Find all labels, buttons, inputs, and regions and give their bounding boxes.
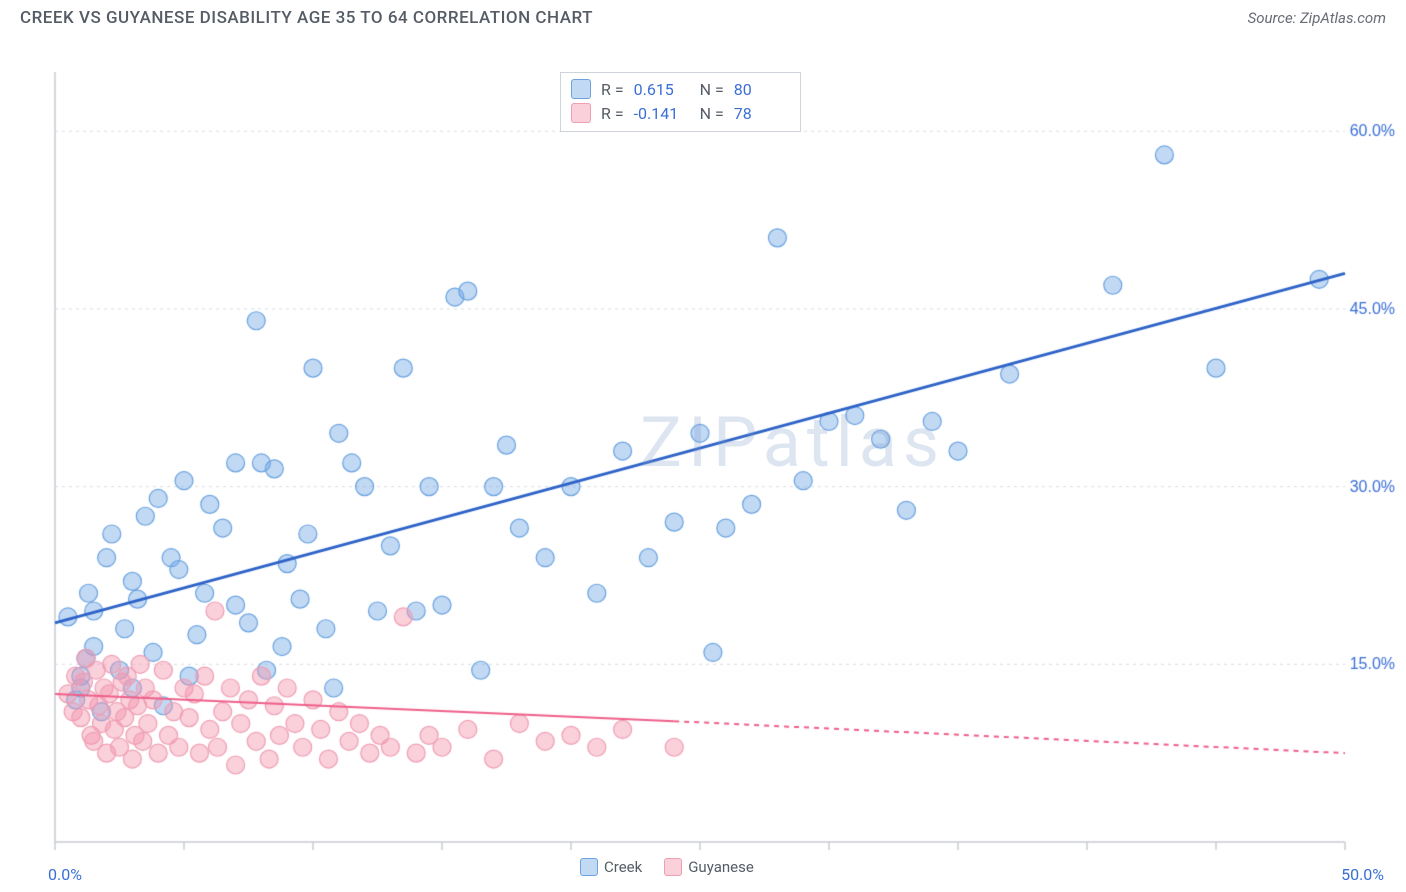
stat-r-creek: 0.615 — [634, 80, 690, 99]
legend-swatch-guyanese — [664, 858, 682, 876]
stat-n-label: N = — [700, 104, 724, 123]
scatter-canvas — [0, 32, 1406, 882]
legend-item-guyanese: Guyanese — [664, 858, 754, 876]
x-axis-min-label: 0.0% — [48, 865, 82, 884]
chart-title: CREEK VS GUYANESE DISABILITY AGE 35 TO 6… — [20, 8, 593, 28]
swatch-creek — [571, 79, 591, 99]
chart-area: Disability Age 35 to 64 ZIPatlas R = 0.6… — [0, 32, 1406, 882]
stats-row-creek: R = 0.615 N = 80 — [571, 77, 790, 101]
source-attribution: Source: ZipAtlas.com — [1248, 9, 1386, 27]
stats-row-guyanese: R = -0.141 N = 78 — [571, 101, 790, 125]
legend-label-creek: Creek — [604, 858, 642, 876]
legend-label-guyanese: Guyanese — [688, 858, 754, 876]
x-axis-max-label: 50.0% — [1341, 865, 1384, 884]
stat-n-guyanese: 78 — [734, 104, 790, 123]
legend-swatch-creek — [580, 858, 598, 876]
stats-legend-box: R = 0.615 N = 80 R = -0.141 N = 78 — [560, 72, 801, 132]
stat-r-label: R = — [601, 80, 624, 99]
stat-r-guyanese: -0.141 — [634, 104, 690, 123]
swatch-guyanese — [571, 103, 591, 123]
footer-legend: Creek Guyanese — [580, 858, 754, 876]
stat-r-label: R = — [601, 104, 624, 123]
header: CREEK VS GUYANESE DISABILITY AGE 35 TO 6… — [0, 0, 1406, 32]
stat-n-label: N = — [700, 80, 724, 99]
stat-n-creek: 80 — [734, 80, 790, 99]
legend-item-creek: Creek — [580, 858, 642, 876]
